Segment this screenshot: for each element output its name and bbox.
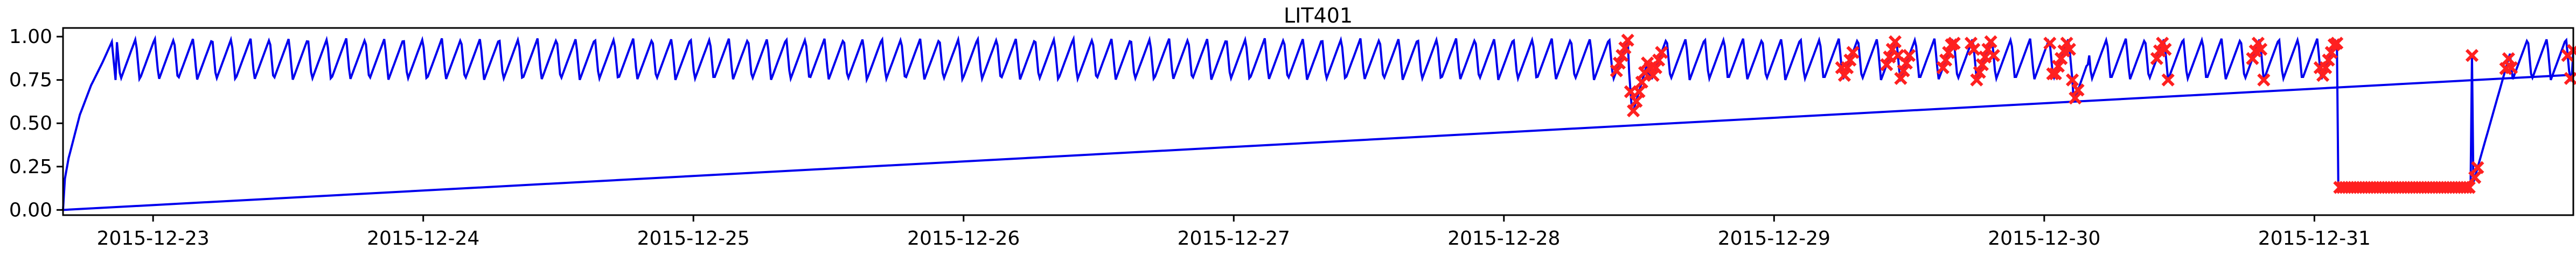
anomaly-marker [2043,37,2057,50]
x-tick-label: 2015-12-26 [907,227,1020,250]
anomaly-marker [1632,85,1646,98]
anomaly-marker [2049,67,2062,81]
anomaly-marker [2063,42,2076,56]
anomaly-region [1964,35,2000,87]
anomaly-marker [1626,104,1640,118]
anomaly-marker [2566,44,2576,58]
anomaly-marker [1936,61,1950,75]
anomaly-marker [1888,35,1902,48]
y-axis: 0.00 0.25 0.50 0.75 1.00 [9,26,63,221]
x-tick-label: 2015-12-29 [1718,227,1830,250]
anomaly-region [1835,46,1860,82]
x-tick-label: 2015-12-27 [1178,227,1290,250]
anomaly-marker [2502,52,2515,66]
anomaly-region [1936,37,1961,75]
anomaly-marker [2159,42,2172,56]
anomaly-marker [1894,72,1907,85]
y-tick-label: 0.00 [9,199,52,221]
x-axis: 2015-12-23 2015-12-24 2015-12-25 2015-12-26… [97,215,2371,250]
anomaly-marker [2460,181,2473,194]
anomaly-marker [2316,69,2330,82]
anomaly-marker [2071,83,2085,97]
x-tick-label: 2015-12-30 [1988,227,2100,250]
anomaly-marker [1897,64,1910,77]
anomaly-marker [2324,46,2338,59]
anomaly-marker [1616,49,1629,62]
anomaly-marker [1902,49,1916,62]
anomaly-marker [1942,46,1955,59]
anomaly-region [1610,33,1668,118]
anomaly-marker [1837,69,1851,82]
y-tick-label: 0.50 [9,112,52,134]
chart-title: LIT401 [1284,4,1353,27]
anomaly-marker [2322,53,2335,67]
anomaly-marker [1635,75,1648,89]
anomaly-marker [1970,73,1983,87]
anomaly-marker [1655,46,1668,59]
anomaly-marker [2257,73,2271,87]
anomaly-marker [1612,56,1626,70]
anomaly-region [2313,37,2484,194]
anomaly-marker [2254,42,2268,56]
anomaly-marker [1967,42,1981,56]
anomaly-marker [2069,91,2082,105]
anomaly-region [1880,35,1916,85]
anomaly-region [2499,52,2518,75]
anomaly-region [2055,37,2085,105]
anomaly-marker [2051,59,2065,73]
anomaly-region [2246,37,2271,87]
anomaly-marker [1947,37,1961,50]
anomaly-marker [1975,58,1989,72]
x-tick-label: 2015-12-31 [2258,227,2371,250]
anomaly-marker [1843,53,1857,67]
anomaly-marker [1939,53,1953,67]
anomaly-region [2150,37,2175,87]
x-tick-label: 2015-12-23 [97,227,210,250]
anomaly-marker [2462,181,2476,194]
anomaly-marker [1973,66,1986,79]
y-tick-label: 0.75 [9,69,52,91]
x-tick-label: 2015-12-24 [367,227,479,250]
anomaly-marker [1649,61,1663,75]
plot-frame [62,27,2574,216]
anomaly-marker [1646,69,1660,82]
anomaly-marker [1630,95,1643,108]
y-tick-label: 0.25 [9,156,52,178]
anomaly-marker [2504,61,2518,75]
x-tick-label: 2015-12-28 [1447,227,1560,250]
plot-area [62,33,2576,211]
anomaly-marker [2465,49,2479,62]
anomaly-marker [1880,58,1893,72]
anomaly-marker [2161,73,2175,87]
anomaly-marker [1984,35,1997,48]
anomaly-marker [1987,49,2000,62]
anomaly-marker [2330,37,2344,50]
anomaly-marker [1841,61,1854,75]
anomaly-marker [2065,73,2079,87]
x-tick-label: 2015-12-25 [637,227,750,250]
series-line-diagonal [62,74,2574,211]
anomaly-marker [1618,41,1632,55]
series-line-main [62,34,2574,210]
anomaly-marker [1899,56,1913,70]
anomaly-marker [1846,46,1860,59]
anomaly-marker [1652,53,1666,67]
y-tick-label: 1.00 [9,26,52,48]
anomaly-marker [2471,161,2484,174]
anomaly-marker [1621,33,1634,47]
anomaly-marker [1610,64,1623,77]
anomaly-marker [2319,61,2333,75]
anomaly-marker [2468,170,2482,184]
